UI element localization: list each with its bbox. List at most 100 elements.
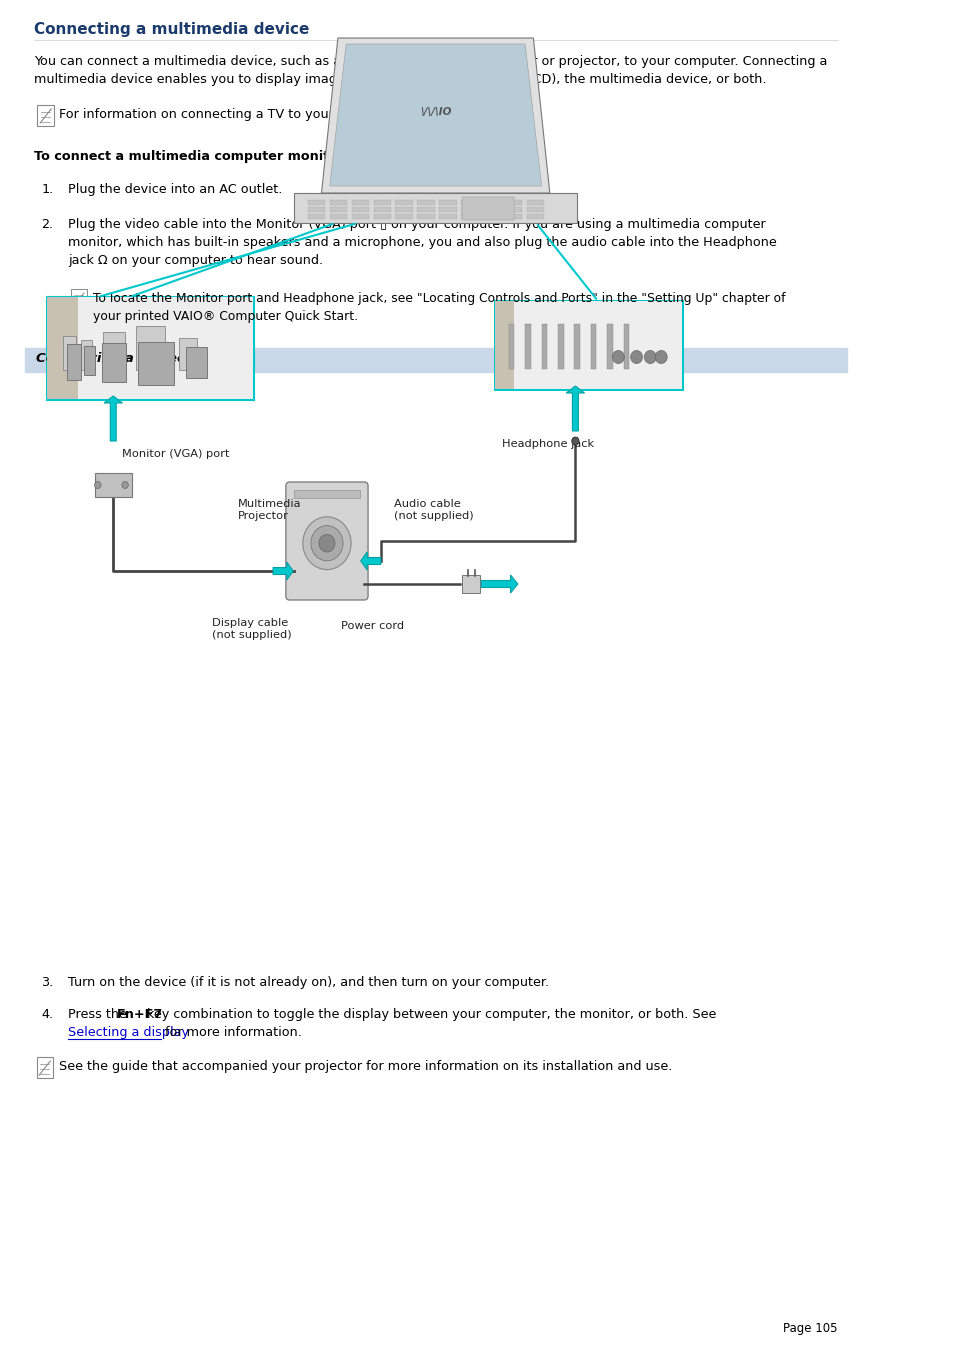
FancyArrow shape [481,576,517,593]
FancyBboxPatch shape [352,213,369,219]
FancyBboxPatch shape [138,342,173,385]
FancyBboxPatch shape [25,349,845,372]
FancyBboxPatch shape [308,200,325,205]
Text: Press the: Press the [69,1008,132,1021]
FancyBboxPatch shape [48,297,253,399]
Text: Connecting a Projector: Connecting a Projector [35,353,206,365]
FancyBboxPatch shape [286,482,368,600]
FancyBboxPatch shape [102,343,126,381]
Polygon shape [294,193,577,223]
FancyBboxPatch shape [623,324,629,369]
FancyBboxPatch shape [438,213,456,219]
FancyBboxPatch shape [374,200,391,205]
Text: 1.: 1. [41,182,53,196]
FancyBboxPatch shape [526,213,544,219]
Text: Plug the device into an AC outlet.: Plug the device into an AC outlet. [69,182,283,196]
FancyBboxPatch shape [36,1056,53,1078]
FancyBboxPatch shape [352,207,369,212]
Text: Monitor (VGA) port: Monitor (VGA) port [122,449,230,459]
FancyBboxPatch shape [330,207,347,212]
FancyBboxPatch shape [495,301,681,389]
Circle shape [655,350,666,363]
FancyBboxPatch shape [607,324,612,369]
FancyBboxPatch shape [417,213,435,219]
Text: Display cable
(not supplied): Display cable (not supplied) [212,617,292,639]
FancyBboxPatch shape [48,297,253,399]
FancyBboxPatch shape [482,213,500,219]
FancyArrow shape [104,396,122,440]
Circle shape [643,350,656,363]
FancyBboxPatch shape [590,324,596,369]
FancyBboxPatch shape [460,213,478,219]
FancyBboxPatch shape [84,346,95,374]
FancyBboxPatch shape [524,324,530,369]
FancyArrow shape [360,553,380,570]
FancyBboxPatch shape [495,301,681,389]
Text: Connecting a multimedia device: Connecting a multimedia device [33,22,309,36]
Text: To locate the Monitor port and Headphone jack, see "Locating Controls and Ports": To locate the Monitor port and Headphone… [93,292,785,305]
FancyBboxPatch shape [504,207,522,212]
Text: monitor, which has built-in speakers and a microphone, you and also plug the aud: monitor, which has built-in speakers and… [69,236,777,249]
Circle shape [630,350,641,363]
FancyBboxPatch shape [71,289,87,309]
Text: Audio cable
(not supplied): Audio cable (not supplied) [394,500,473,520]
FancyBboxPatch shape [330,200,347,205]
FancyBboxPatch shape [526,207,544,212]
Circle shape [122,481,129,489]
FancyBboxPatch shape [63,336,75,370]
FancyBboxPatch shape [504,200,522,205]
FancyBboxPatch shape [438,200,456,205]
FancyBboxPatch shape [179,338,197,370]
Text: 3.: 3. [41,975,53,989]
FancyBboxPatch shape [48,297,78,399]
FancyBboxPatch shape [504,213,522,219]
Polygon shape [321,38,549,193]
FancyBboxPatch shape [67,343,81,380]
Text: You can connect a multimedia device, such as a multimedia computer monitor or pr: You can connect a multimedia device, suc… [33,55,826,68]
Text: key combination to toggle the display between your computer, the monitor, or bot: key combination to toggle the display be… [143,1008,716,1021]
FancyArrow shape [273,562,293,580]
Circle shape [311,526,343,561]
FancyBboxPatch shape [48,297,253,399]
FancyBboxPatch shape [526,200,544,205]
FancyBboxPatch shape [461,197,514,220]
Text: Fn+F7: Fn+F7 [117,1008,163,1021]
FancyBboxPatch shape [395,213,413,219]
Text: \/\/\IO: \/\/\IO [419,107,451,118]
FancyBboxPatch shape [395,207,413,212]
Text: For information on connecting a TV to your computer, see: For information on connecting a TV to yo… [59,108,434,122]
Text: jack Ω on your computer to hear sound.: jack Ω on your computer to hear sound. [69,254,323,267]
FancyBboxPatch shape [495,301,514,389]
Text: Plug the video cable into the Monitor (VGA) port ▯ on your computer. If you are : Plug the video cable into the Monitor (V… [69,218,765,231]
Text: Power cord: Power cord [340,621,403,631]
FancyBboxPatch shape [508,324,514,369]
Text: 2.: 2. [41,218,53,231]
Text: Page 105: Page 105 [782,1323,837,1335]
FancyBboxPatch shape [81,340,92,370]
FancyBboxPatch shape [330,213,347,219]
FancyBboxPatch shape [574,324,579,369]
Text: Selecting a display: Selecting a display [69,1025,190,1039]
Text: for more information.: for more information. [161,1025,302,1039]
FancyBboxPatch shape [352,200,369,205]
FancyBboxPatch shape [438,207,456,212]
FancyBboxPatch shape [461,576,480,593]
FancyBboxPatch shape [417,207,435,212]
Text: your printed VAIO® Computer Quick Start.: your printed VAIO® Computer Quick Start. [93,309,358,323]
Text: 4.: 4. [41,1008,53,1021]
Polygon shape [330,45,541,186]
Text: To connect a multimedia computer monitor or projector: To connect a multimedia computer monitor… [33,150,434,163]
FancyBboxPatch shape [395,200,413,205]
Text: See the guide that accompanied your projector for more information on its instal: See the guide that accompanied your proj… [59,1061,672,1073]
Circle shape [571,436,578,444]
FancyBboxPatch shape [308,213,325,219]
FancyBboxPatch shape [136,326,165,370]
FancyBboxPatch shape [95,473,132,497]
Text: Headphone jack: Headphone jack [502,439,594,449]
Circle shape [318,535,335,553]
FancyBboxPatch shape [482,207,500,212]
FancyBboxPatch shape [460,207,478,212]
Text: Turn on the device (if it is not already on), and then turn on your computer.: Turn on the device (if it is not already… [69,975,549,989]
FancyBboxPatch shape [417,200,435,205]
FancyBboxPatch shape [37,105,53,126]
